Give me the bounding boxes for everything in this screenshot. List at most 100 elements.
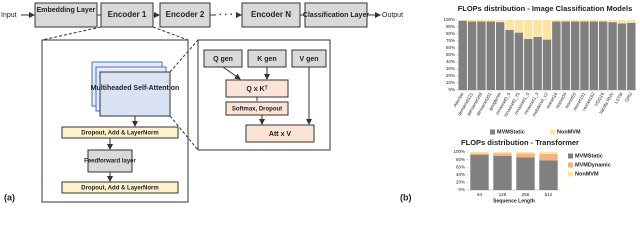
bar-segment	[627, 22, 636, 90]
bar-segment	[467, 21, 477, 90]
bar-segment	[458, 20, 467, 21]
bar-segment	[539, 160, 558, 190]
bar-segment	[486, 21, 496, 90]
bar-segment	[505, 20, 514, 30]
bar-segment	[470, 153, 489, 155]
bar-segment	[514, 20, 524, 33]
legend-swatch	[568, 153, 573, 159]
bar-segment	[458, 20, 467, 91]
bar-segment	[580, 20, 589, 22]
bar-segment	[486, 20, 496, 22]
y-tick-label: 70%	[446, 38, 455, 43]
dropout-2: Dropout, Add & LayerNorm	[81, 186, 158, 192]
legend-label: NonMVM	[575, 171, 599, 177]
mhsa-label: Multiheaded Self-Attention	[91, 85, 180, 92]
bar-segment	[477, 20, 486, 22]
panel-label: (b)	[400, 192, 412, 202]
bar-segment	[561, 20, 570, 22]
dropout-1: Dropout, Add & LayerNorm	[81, 131, 158, 137]
bar-segment	[589, 20, 599, 22]
bar-segment	[539, 153, 558, 161]
bar-segment	[477, 21, 486, 90]
y-tick-label: 10%	[446, 80, 455, 85]
y-tick-label: 80%	[446, 31, 455, 36]
y-tick-label: 60%	[456, 164, 465, 169]
legend-swatch	[550, 129, 555, 135]
bar-segment	[580, 21, 589, 90]
y-tick-label: 20%	[446, 73, 455, 78]
y-tick-label: 100%	[453, 149, 465, 154]
y-tick-label: 80%	[456, 157, 465, 162]
legend-label: NonMVM	[557, 129, 581, 135]
output-label: Output	[382, 12, 403, 19]
softmax: Softmax, Dropout	[232, 107, 282, 113]
legend-swatch	[568, 162, 573, 168]
x-tick-label: 256	[522, 192, 530, 197]
bar-segment	[493, 155, 512, 190]
bar-segment	[493, 153, 512, 156]
legend-swatch	[568, 171, 573, 177]
x-tick-label: GRU	[624, 92, 633, 103]
bar-segment	[524, 38, 533, 90]
encoder-n: Encoder N	[251, 10, 291, 19]
x-tick-label: 512	[545, 192, 553, 197]
bar-segment	[608, 20, 617, 23]
bar-segment	[516, 153, 535, 158]
q-gen: Q gen	[213, 56, 233, 63]
embedding-label: Embedding Layer	[37, 7, 96, 14]
bar-segment	[552, 20, 561, 22]
bar-segment	[470, 152, 489, 154]
bar-segment	[539, 152, 558, 154]
encoder-2: Encoder 2	[166, 10, 205, 19]
bar-segment	[505, 29, 514, 90]
bar-segment	[608, 22, 617, 91]
v-gen: V gen	[299, 56, 318, 63]
bar-segment	[552, 21, 561, 90]
x-tick-label: 64	[477, 192, 483, 197]
x-axis-label: Sequence Length	[493, 198, 535, 204]
bar-segment	[617, 20, 627, 24]
y-tick-label: 100%	[443, 17, 455, 22]
legend-label: MVMDynamic	[575, 162, 611, 168]
bar-segment	[542, 39, 552, 90]
y-tick-label: 30%	[446, 66, 455, 71]
bar-segment	[470, 154, 489, 190]
input-label: Input	[1, 12, 17, 19]
y-tick-label: 0%	[448, 87, 455, 92]
classification-label: Classification Layer	[303, 12, 369, 19]
bar-segment	[533, 36, 542, 90]
chart-title: FLOPs distribution - Image Classificatio…	[458, 4, 633, 13]
y-tick-label: 40%	[446, 59, 455, 64]
bar-segment	[570, 21, 580, 90]
legend-swatch	[490, 129, 495, 135]
y-tick-label: 40%	[456, 172, 465, 177]
bar-segment	[570, 20, 580, 22]
x-tick-label: 128	[499, 192, 507, 197]
panel-label: (a)	[4, 192, 15, 202]
y-tick-label: 0%	[458, 187, 465, 192]
encoder-1: Encoder 1	[108, 10, 147, 19]
bar-segment	[627, 20, 636, 23]
ellipsis: · · ·	[219, 9, 233, 19]
y-tick-label: 20%	[456, 180, 465, 185]
y-tick-label: 60%	[446, 45, 455, 50]
bar-segment	[514, 32, 524, 90]
bar-segment	[495, 22, 505, 91]
bar-segment	[589, 21, 599, 90]
chart-title: FLOPs distribution - Transformer	[461, 138, 579, 147]
feedforward: Feedforward layer	[84, 159, 136, 165]
bar-segment	[493, 152, 512, 154]
legend-label: MVMStatic	[497, 129, 525, 135]
bar-segment	[495, 20, 505, 23]
bar-segment	[516, 157, 535, 190]
attv: Att x V	[269, 131, 292, 138]
bar-segment	[524, 20, 533, 39]
k-gen: K gen	[257, 56, 276, 63]
bar-segment	[542, 20, 552, 40]
bar-segment	[598, 21, 608, 90]
bar-segment	[516, 152, 535, 154]
bar-segment	[561, 21, 570, 90]
x-tick-label: LSTM	[614, 91, 624, 104]
legend-label: MVMStatic	[575, 153, 603, 159]
bar-segment	[598, 20, 608, 22]
